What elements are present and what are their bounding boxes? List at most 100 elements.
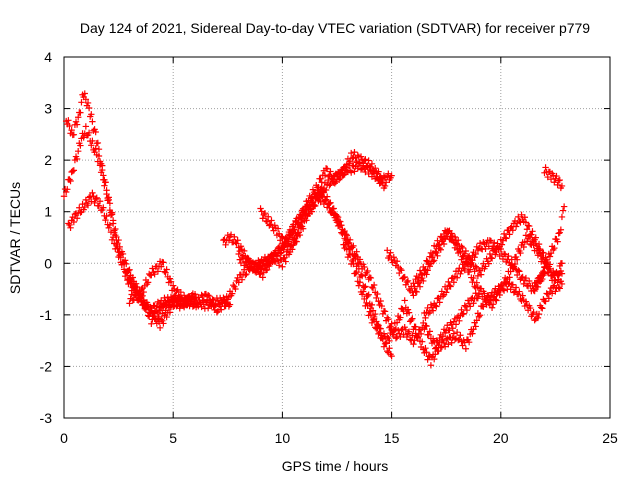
data-point <box>372 164 379 172</box>
y-tick-label: 4 <box>44 49 52 65</box>
data-point <box>436 338 443 346</box>
data-point <box>425 261 432 268</box>
data-point <box>350 260 357 268</box>
data-point <box>170 282 177 289</box>
data-point <box>275 262 283 269</box>
data-point <box>418 271 426 279</box>
y-tick-label: 1 <box>44 204 52 220</box>
data-point <box>180 292 188 299</box>
data-point <box>499 255 507 263</box>
data-point <box>528 231 535 238</box>
data-point <box>343 246 351 253</box>
data-point <box>445 228 452 236</box>
data-point <box>491 293 498 300</box>
data-point <box>197 299 204 306</box>
data-point <box>509 281 517 288</box>
data-point <box>261 264 269 271</box>
data-point <box>323 165 331 173</box>
data-point <box>349 257 356 265</box>
data-point <box>404 277 412 284</box>
data-point <box>465 338 473 346</box>
data-point <box>85 194 93 201</box>
data-point <box>515 213 522 221</box>
data-point <box>397 265 404 272</box>
data-point <box>222 241 229 249</box>
data-point <box>414 334 422 341</box>
x-tick-label: 0 <box>60 430 68 446</box>
data-point <box>364 292 371 300</box>
data-point <box>531 287 538 295</box>
data-point <box>555 271 562 279</box>
y-tick-label: -1 <box>40 307 53 323</box>
data-point <box>453 274 461 281</box>
data-point <box>327 199 334 206</box>
data-point <box>436 299 443 306</box>
data-point <box>540 271 547 279</box>
data-point <box>163 313 170 321</box>
data-point <box>380 343 388 350</box>
data-point <box>255 266 262 274</box>
data-point <box>367 312 375 319</box>
data-point <box>89 137 96 145</box>
data-point <box>522 274 530 282</box>
data-point <box>464 297 472 304</box>
data-point <box>558 213 566 221</box>
data-point <box>535 240 543 248</box>
data-point <box>137 294 144 302</box>
data-point <box>332 178 340 186</box>
data-point <box>144 301 152 308</box>
data-point <box>293 232 300 239</box>
data-point <box>262 257 270 264</box>
data-point <box>424 356 431 363</box>
data-point <box>397 333 404 341</box>
data-point <box>286 242 294 250</box>
data-point <box>237 259 245 267</box>
data-point <box>410 340 417 348</box>
data-point <box>437 344 444 351</box>
data-point <box>66 122 73 130</box>
data-point <box>414 277 422 285</box>
data-point <box>70 167 78 174</box>
data-point <box>461 266 468 274</box>
data-point <box>167 278 175 285</box>
data-point <box>367 163 375 171</box>
data-point <box>484 292 491 299</box>
data-point <box>311 202 319 210</box>
data-point <box>163 266 170 273</box>
data-point <box>560 203 568 210</box>
data-point <box>172 292 179 299</box>
data-point <box>435 242 442 249</box>
data-point <box>119 250 127 258</box>
data-point <box>291 226 298 233</box>
data-point <box>262 217 270 225</box>
data-point <box>258 208 265 215</box>
data-point <box>259 260 266 267</box>
data-point <box>388 172 395 179</box>
data-point <box>305 210 312 217</box>
data-point <box>296 214 304 221</box>
data-point <box>532 234 539 241</box>
data-point <box>103 212 110 220</box>
series-track-4 <box>126 159 395 316</box>
data-point <box>531 279 538 287</box>
data-point <box>467 266 474 273</box>
data-point <box>444 285 451 293</box>
y-tick-label: 3 <box>44 101 52 117</box>
x-tick-label: 15 <box>384 430 400 446</box>
data-point <box>174 286 181 293</box>
data-point <box>544 258 551 266</box>
data-point <box>462 247 470 255</box>
data-point <box>168 298 176 306</box>
data-point <box>360 261 367 268</box>
data-point <box>462 345 470 352</box>
data-point <box>547 249 555 257</box>
data-point <box>265 261 272 269</box>
data-point <box>390 254 397 261</box>
data-point <box>267 252 274 260</box>
data-point <box>536 278 544 285</box>
data-point <box>457 247 464 255</box>
data-point <box>425 331 432 338</box>
data-point <box>344 236 352 243</box>
data-point <box>227 231 235 238</box>
data-point <box>535 310 543 318</box>
